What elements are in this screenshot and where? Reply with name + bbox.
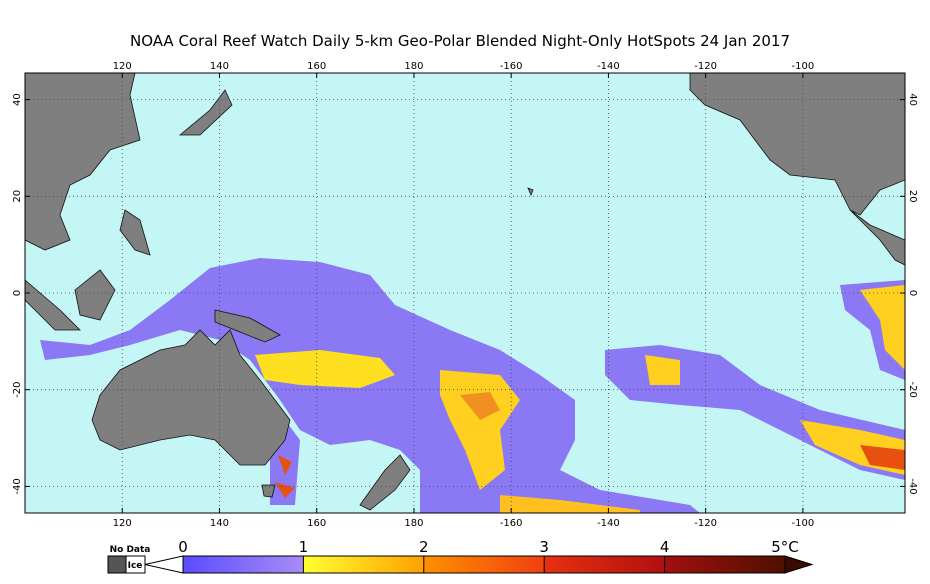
hotspot-high: [275, 455, 295, 498]
hotspot-areas: [40, 258, 905, 513]
hotspot-high: [860, 445, 905, 470]
lat-label-right: 0: [907, 290, 918, 296]
japan: [178, 89, 233, 136]
lon-label-top: -100: [792, 61, 815, 72]
hotspot-mid: [645, 355, 680, 385]
land: [25, 73, 905, 511]
lon-label-bottom: 140: [210, 518, 229, 529]
hotspot-mid: [255, 350, 395, 388]
tasmania: [261, 484, 276, 498]
no-data-label: No Data: [110, 545, 151, 555]
colorbar-segment: [664, 556, 785, 573]
lon-label-bottom: -160: [500, 518, 523, 529]
lat-label-left: -20: [12, 382, 23, 398]
lon-label-bottom: -140: [597, 518, 620, 529]
graticule: 120 120 140 140 160 160 180 180 -160 -160 -140 -140…: [12, 61, 918, 529]
hotspot-mid: [860, 285, 905, 370]
lon-label-top: 180: [404, 61, 423, 72]
colorbar-label: 0: [178, 538, 188, 556]
new-guinea: [214, 309, 281, 343]
colorbar-label: 5°C: [771, 538, 799, 556]
map-title: NOAA Coral Reef Watch Daily 5-km Geo-Pol…: [130, 32, 790, 50]
lat-label-left: 40: [12, 93, 23, 106]
colorbar-segment: [544, 556, 665, 573]
colorbar-low-arrow: [144, 555, 184, 574]
lon-label-top: -140: [597, 61, 620, 72]
borneo: [74, 269, 116, 321]
colorbar-label: 1: [299, 538, 309, 556]
lon-label-top: -160: [500, 61, 523, 72]
lat-label-right: -40: [907, 478, 918, 494]
lat-label-left: 0: [12, 290, 23, 296]
lon-label-bottom: 120: [113, 518, 132, 529]
philippines: [119, 209, 151, 256]
colorbar: No Data Ice 0 1 2 3 4 5°C: [107, 538, 814, 574]
lon-label-bottom: -120: [694, 518, 717, 529]
ice-label: Ice: [128, 561, 143, 571]
lon-label-bottom: -100: [792, 518, 815, 529]
colorbar-segment: [183, 556, 304, 573]
hotspot-high: [460, 392, 500, 420]
lon-label-top: -120: [694, 61, 717, 72]
colorbar-frame: [182, 555, 786, 574]
hotspot-low: [40, 258, 700, 513]
colorbar-high-arrow: [784, 555, 814, 574]
colorbar-label: 3: [539, 538, 549, 556]
hotspot-mid: [440, 370, 520, 490]
new-zealand: [359, 454, 411, 511]
colorbar-segment: [423, 556, 545, 573]
no-data-swatch: [107, 555, 127, 574]
map-frame: [24, 72, 906, 514]
lon-label-top: 120: [113, 61, 132, 72]
colorbar-label: 2: [419, 538, 429, 556]
australia: [91, 329, 291, 466]
lat-label-right: 40: [907, 93, 918, 106]
lon-label-bottom: 160: [307, 518, 326, 529]
colorbar-segment: [303, 556, 424, 573]
lat-label-right: 20: [907, 190, 918, 203]
lat-label-left: -40: [12, 478, 23, 494]
lon-label-top: 160: [307, 61, 326, 72]
lon-label-bottom: 180: [404, 518, 423, 529]
hawaii: [527, 187, 534, 197]
colorbar-label: 4: [660, 538, 670, 556]
hotspot-mid: [500, 495, 640, 513]
lat-label-right: -20: [907, 382, 918, 398]
lon-label-top: 140: [210, 61, 229, 72]
north-america: [689, 73, 905, 266]
sumatra: [25, 279, 81, 331]
asia: [25, 73, 141, 251]
lat-label-left: 20: [12, 190, 23, 203]
